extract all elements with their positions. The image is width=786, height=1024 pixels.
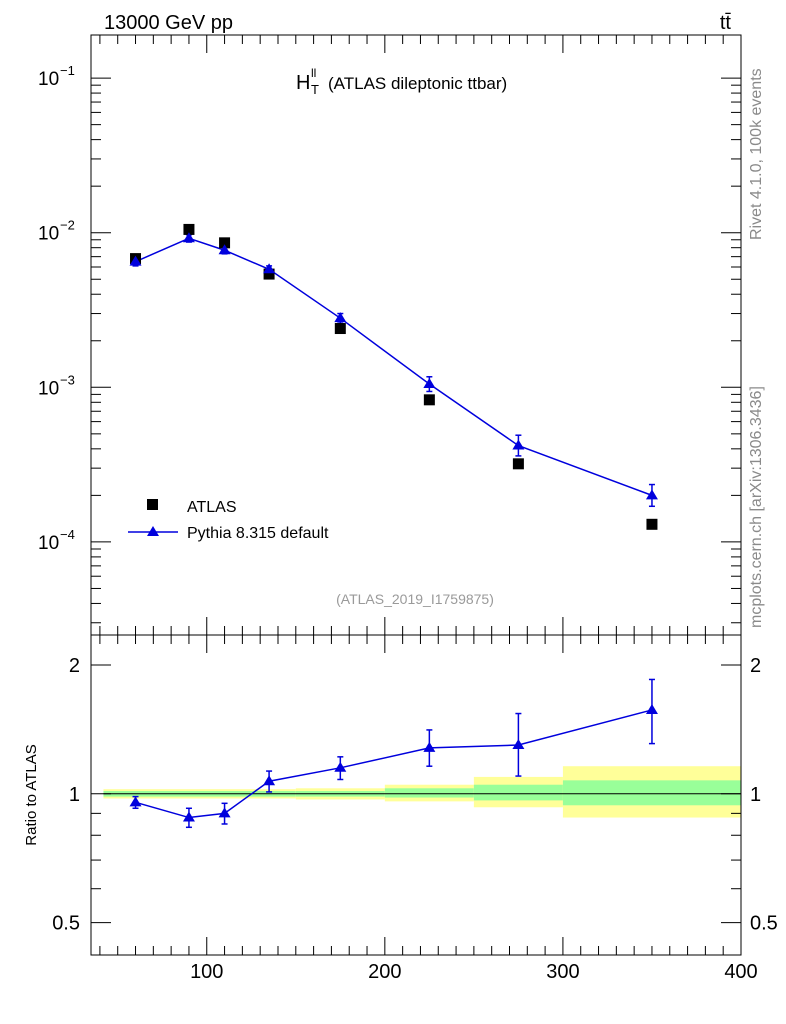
analysis-id-label: (ATLAS_2019_I1759875) bbox=[336, 591, 494, 607]
pythia-point bbox=[334, 312, 347, 323]
pythia-point bbox=[263, 263, 276, 274]
ratio-xtick-label: 300 bbox=[546, 961, 579, 983]
ratio-point bbox=[512, 739, 525, 750]
ratio-ytick-label-right: 1 bbox=[750, 784, 761, 806]
ratio-ytick-label-right: 2 bbox=[750, 655, 761, 677]
plot-title-subscript: T bbox=[311, 82, 319, 97]
ratio-ytick-label-right: 0.5 bbox=[750, 913, 778, 935]
pythia-point bbox=[423, 378, 436, 389]
plot-title-superscript: ll bbox=[311, 66, 316, 80]
atlas-point bbox=[512, 458, 524, 470]
ratio-point bbox=[182, 811, 195, 822]
main-ytick-label-exponent: −2 bbox=[60, 218, 75, 233]
atlas-point bbox=[183, 223, 195, 235]
pythia-line bbox=[135, 237, 653, 497]
ratio-point bbox=[645, 703, 658, 714]
mcplots-label: mcplots.cern.ch [arXiv:1306.3436] bbox=[748, 386, 765, 628]
main-ytick-label-exponent: −3 bbox=[60, 372, 75, 387]
ratio-point bbox=[334, 761, 347, 772]
ratio-xtick-label: 400 bbox=[724, 961, 757, 983]
main-ytick-label: 10 bbox=[38, 533, 59, 554]
pythia-point bbox=[645, 489, 658, 500]
ratio-xtick-label: 100 bbox=[190, 961, 223, 983]
main-marks bbox=[129, 223, 658, 530]
pythia-point bbox=[218, 244, 231, 255]
ratio-band-green bbox=[384, 788, 474, 798]
ratio-plot-frame bbox=[90, 634, 742, 956]
legend: ATLAS Pythia 8.315 default bbox=[128, 499, 329, 542]
ratio-ytick-label-left: 0.5 bbox=[52, 913, 80, 935]
ratio-ylabel: Ratio to ATLAS bbox=[23, 744, 40, 845]
ratio-plot: 0.5 0.5 1 1 2 2 100 200 300 400 Ratio to ATLAS bbox=[23, 634, 778, 983]
ratio-bands bbox=[103, 766, 741, 818]
energy-label: 13000 GeV pp bbox=[104, 12, 233, 34]
ratio-point bbox=[263, 775, 276, 786]
legend-label-atlas: ATLAS bbox=[187, 499, 237, 516]
plot-title-rest: (ATLAS dileptonic ttbar) bbox=[328, 74, 507, 93]
ratio-point bbox=[218, 807, 231, 818]
ratio-point bbox=[423, 741, 436, 752]
process-label: tt̄ bbox=[720, 12, 732, 34]
rivet-version-label: Rivet 4.1.0, 100k events bbox=[748, 68, 765, 240]
ratio-line bbox=[135, 709, 653, 819]
ratio-band-green bbox=[473, 784, 563, 801]
pythia-point bbox=[182, 232, 195, 243]
atlas-point bbox=[423, 394, 435, 406]
main-ytick-label: 10 bbox=[38, 69, 59, 90]
pythia-point bbox=[129, 255, 142, 266]
main-ytick-label: 10 bbox=[38, 378, 59, 399]
main-plot-frame bbox=[90, 34, 742, 636]
ratio-point bbox=[129, 796, 142, 807]
main-ytick-label-exponent: −4 bbox=[60, 527, 75, 542]
plot-title: H bbox=[296, 72, 310, 94]
ratio-xtick-label: 200 bbox=[368, 961, 401, 983]
atlas-point bbox=[219, 237, 231, 249]
pythia-point bbox=[512, 439, 525, 450]
ratio-ytick-label-left: 2 bbox=[69, 655, 80, 677]
atlas-point bbox=[334, 323, 346, 335]
main-plot: 10−110−210−310−4 H ll T (ATLAS dileptoni… bbox=[38, 34, 742, 636]
main-axes: 10−110−210−310−4 bbox=[38, 35, 742, 635]
ratio-band-green bbox=[562, 780, 741, 806]
main-ytick-label: 10 bbox=[38, 224, 59, 245]
ratio-ytick-label-left: 1 bbox=[69, 784, 80, 806]
legend-label-pythia: Pythia 8.315 default bbox=[187, 525, 329, 542]
ratio-marks bbox=[129, 678, 658, 829]
legend-marker-atlas bbox=[147, 499, 158, 510]
main-ytick-label-exponent: −1 bbox=[60, 63, 75, 78]
atlas-point bbox=[263, 268, 275, 280]
atlas-point bbox=[646, 518, 658, 530]
legend-marker-pythia bbox=[147, 526, 159, 536]
